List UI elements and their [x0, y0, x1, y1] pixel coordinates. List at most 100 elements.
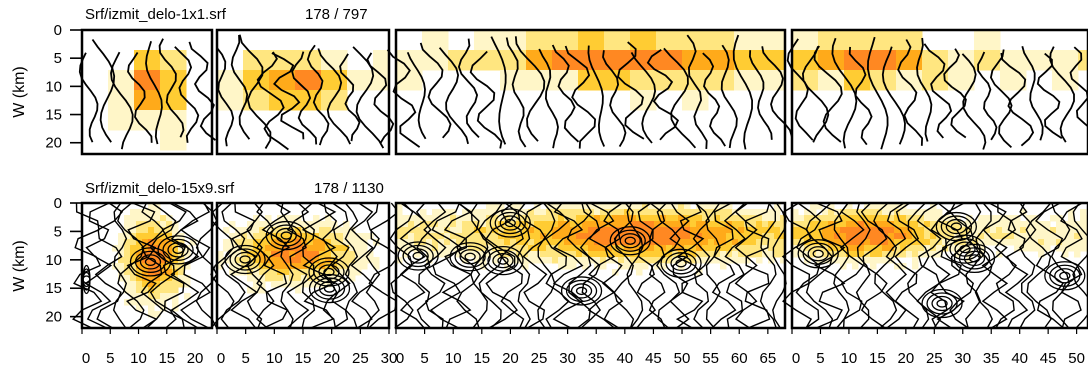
contour-line [566, 202, 593, 329]
slip-cell [148, 233, 155, 240]
slip-cell [124, 263, 131, 270]
slip-cell [570, 221, 577, 228]
slip-cell [714, 257, 721, 264]
slip-cell [361, 263, 368, 270]
x-tick-label: 40 [616, 350, 633, 367]
slip-cell [271, 245, 278, 252]
slip-cell [774, 239, 781, 246]
slip-cell [756, 215, 763, 222]
slip-cell [780, 215, 786, 222]
slip-cell [600, 215, 607, 222]
slip-cell [1044, 245, 1051, 252]
slip-cell [160, 263, 167, 270]
slip-cell [148, 281, 155, 288]
slip-cell [660, 233, 667, 240]
slip-cell [552, 221, 559, 228]
slip-cell [696, 257, 703, 264]
contour-line [256, 202, 275, 329]
slip-cell [325, 215, 332, 222]
slip-cell [172, 251, 179, 258]
slip-cell [516, 221, 523, 228]
slip-cell [774, 209, 781, 216]
bottom-subpanel-4 [781, 201, 1088, 330]
slip-cell [1014, 221, 1021, 228]
slip-cell [678, 245, 685, 252]
slip-cell [804, 215, 811, 222]
contour-line [72, 202, 103, 329]
slip-cell [136, 233, 143, 240]
slip-cell [474, 251, 481, 258]
slip-cell [864, 215, 871, 222]
slip-cell [564, 245, 571, 252]
contour-line [256, 51, 289, 151]
slip-cell [732, 257, 739, 264]
slip-cell [178, 245, 185, 252]
slip-cell [966, 221, 973, 228]
x-tick-label: 10 [445, 350, 462, 367]
slip-cell [834, 239, 841, 246]
slip-cell [277, 245, 284, 252]
slip-cell [594, 233, 601, 240]
slip-cell [172, 281, 179, 288]
slip-cell [816, 251, 823, 258]
slip-cell [726, 239, 733, 246]
contour-line [174, 46, 200, 143]
slip-cell [918, 245, 925, 252]
slip-cell [148, 299, 155, 306]
x-tick-label: 15 [295, 350, 312, 367]
slip-cell [148, 287, 155, 294]
slip-cell [136, 215, 143, 222]
slip-cell [708, 245, 715, 252]
slip-cell [780, 227, 786, 234]
slip-cell [396, 227, 403, 234]
slip-cell [906, 209, 913, 216]
contour-line [564, 45, 597, 149]
slip-cell [283, 275, 290, 282]
slip-cell [253, 221, 260, 228]
slip-cell [526, 70, 553, 91]
slip-cell [367, 257, 374, 264]
slip-cell [148, 311, 155, 318]
slip-cell [319, 239, 326, 246]
contour-line [663, 47, 697, 149]
slip-cell [426, 257, 433, 264]
contour-line [457, 38, 480, 139]
slip-cell [714, 245, 721, 252]
slip-cell [468, 251, 475, 258]
x-tick-label: 5 [420, 350, 428, 367]
slip-cell [1020, 239, 1027, 246]
slip-cell [702, 257, 709, 264]
slip-cell [526, 30, 553, 51]
slip-cell [349, 233, 356, 240]
contour-line [238, 34, 272, 149]
slip-cell [612, 221, 619, 228]
x-tick-label: 15 [869, 350, 886, 367]
top-subpanel-4 [786, 28, 1088, 156]
slip-cell [486, 203, 493, 210]
contour-loop [950, 222, 963, 231]
slip-cell [142, 233, 149, 240]
panel-frame [394, 28, 787, 156]
contour-loop [614, 229, 646, 252]
contour-loop [318, 280, 341, 297]
slip-cell [642, 215, 649, 222]
slip-cell [876, 215, 883, 222]
slip-cell [337, 227, 344, 234]
slip-cell [780, 257, 786, 264]
slip-cell [283, 215, 290, 222]
slip-cell [948, 227, 955, 234]
slip-cell [888, 251, 895, 258]
slip-cell [1056, 239, 1063, 246]
slip-cell [708, 203, 715, 210]
x-tick-label: 45 [1040, 350, 1057, 367]
slip-cell [414, 215, 421, 222]
slip-cell [714, 233, 721, 240]
slip-cell [738, 251, 745, 258]
slip-cell [690, 233, 697, 240]
slip-cell [154, 287, 161, 294]
slip-cell [289, 281, 296, 288]
slip-cell [217, 257, 224, 264]
bottom-y-tick-label: 20 [45, 309, 62, 326]
slip-cell [660, 239, 667, 246]
